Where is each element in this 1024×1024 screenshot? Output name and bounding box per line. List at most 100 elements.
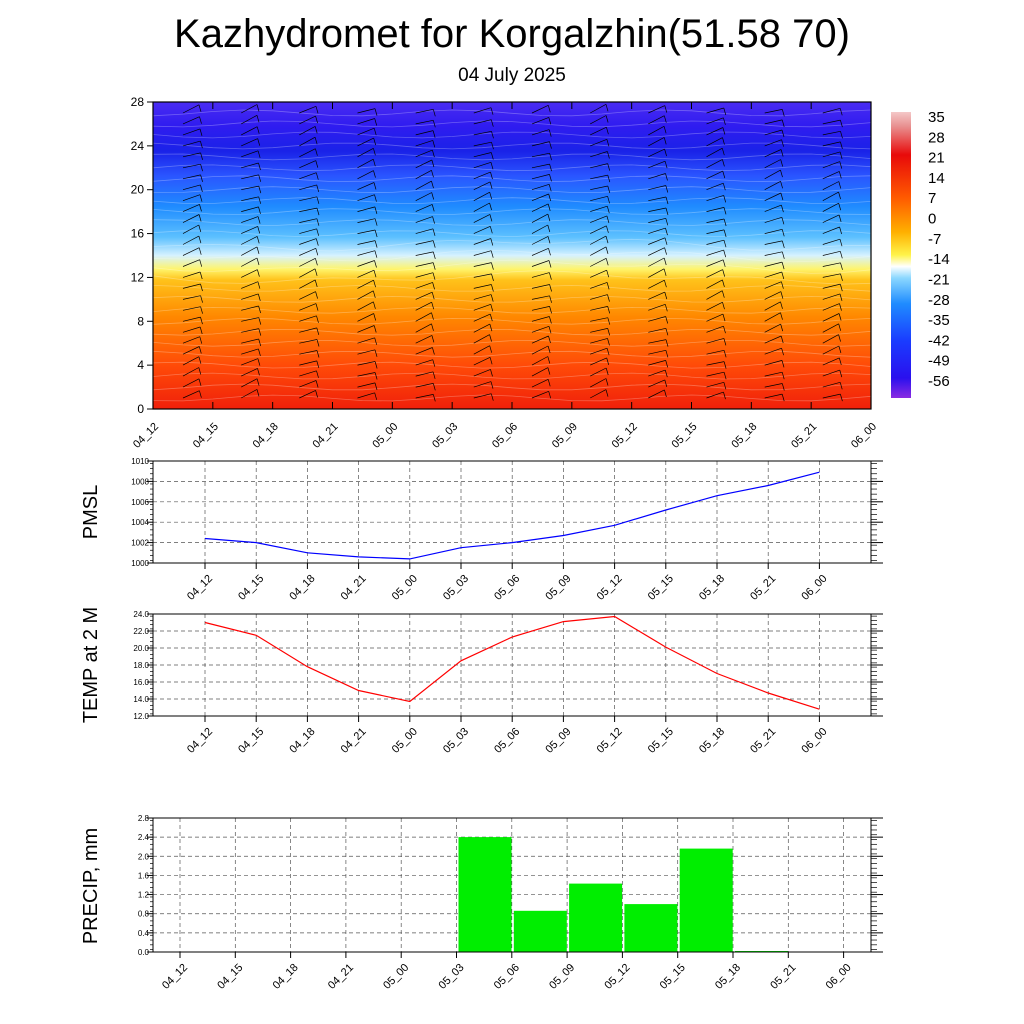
precip-x-tick-label: 05_12 [602,962,632,992]
heatmap-x-tick-label: 04_21 [311,421,341,451]
wind-barb-flag [838,313,842,321]
wind-barb [299,172,317,180]
wind-barb-flag [257,150,261,158]
wind-barb [357,279,374,289]
wind-barb-flag [839,382,843,390]
wind-barb-flag [432,109,436,117]
wind-barb-flag [606,282,610,290]
heatmap-contour-line [152,317,872,325]
wind-barb-flag [490,162,494,170]
wind-barb [706,371,725,377]
wind-barb [706,218,725,223]
colorbar-label: -35 [928,312,950,329]
wind-barb-flag [490,238,494,246]
wind-barb-flag [256,104,260,112]
wind-barb-flag [547,214,551,222]
wind-barb-flag [664,379,668,387]
wind-barb [822,303,840,311]
wind-barb [822,141,841,147]
wind-barb [764,347,782,355]
wind-barb-flag [665,207,669,216]
wind-barb [648,217,666,223]
wind-barb-flag [491,273,494,281]
wind-barb-flag [781,129,785,138]
wind-barb [822,334,839,344]
wind-barb [590,185,608,191]
temp-y-tick-label: 22.0 [133,627,149,636]
wind-barb [473,141,492,147]
wind-barb-flag [489,357,493,365]
pmsl-grid [153,460,871,564]
wind-barb-flag [606,270,610,278]
wind-barb [357,118,375,125]
pmsl-y-tick-label: 1010 [131,457,149,466]
precip-bar [569,883,623,952]
wind-barb-flag [665,328,669,336]
wind-barb-flag [374,382,378,390]
wind-barb-flag [663,257,667,266]
heatmap-x-tick-label: 06_00 [849,421,879,451]
wind-barb-flag [200,317,203,325]
wind-barb-flag [663,126,667,134]
wind-barb [299,339,318,344]
wind-barb-flag [199,128,203,136]
wind-barb [531,325,550,333]
wind-barb-flag [547,356,551,364]
wind-barb-flag [664,370,668,378]
wind-barb-flag [256,115,260,123]
wind-barb [299,207,318,212]
wind-barb-flag [607,317,611,325]
wind-barb-flag [664,105,668,113]
wind-barb [415,272,434,278]
wind-barb [415,169,432,180]
wind-barb [648,379,665,388]
wind-barb-flag [374,372,378,380]
wind-barb-flag [607,306,611,314]
wind-barb [473,191,490,202]
wind-barb [241,317,259,322]
wind-barb [822,238,841,245]
wind-barb-flag [490,172,493,180]
wind-barb-flag [605,104,609,112]
heatmap-field [153,102,871,409]
heatmap-contour-line [152,295,872,303]
wind-barb [241,328,259,333]
heatmap-contour-line [152,142,872,150]
heatmap-contour-line [152,306,872,314]
wind-barb [590,347,608,355]
wind-barb [182,104,200,114]
wind-barb [648,257,665,267]
wind-barb-flag [665,185,669,193]
wind-barb [357,240,376,245]
wind-barb [531,295,550,300]
wind-barb [241,358,259,366]
precip-x-tick-label: 04_18 [271,962,301,992]
wind-barb [648,105,665,114]
wind-barb-flag [489,334,492,342]
wind-barb-flag [432,347,435,355]
wind-barb [357,325,375,333]
wind-barb [531,152,550,158]
heatmap-contour-line [152,230,872,238]
heatmap-x-tick-label: 05_09 [550,421,580,451]
wind-barb [182,204,200,212]
wind-barb-flag [314,126,318,134]
precipitation-chart: PRECIP, mm 0.0 0.4 0.8 1.2 1.6 2.0 2.4 2.8 04_12… [80,814,883,992]
wind-barb-flag [723,372,727,380]
wind-barb-flag [431,192,435,200]
precip-x-tick-label: 05_06 [492,962,522,992]
temp-x-tick-label: 05_15 [646,726,676,756]
wind-barb-flag [316,315,319,323]
wind-barb-flag [839,151,843,159]
precip-bar [679,848,733,952]
wind-barb [299,148,316,158]
wind-barb [415,119,434,125]
heatmap-contour-line [152,175,872,183]
wind-barb [473,273,492,278]
heatmap-y-tick-label: 24 [131,139,145,153]
heatmap-contour-line [152,372,872,380]
wind-barb [590,317,608,322]
pmsl-x-tick-label: 05_21 [748,573,778,603]
wind-barb-flag [664,389,667,397]
wind-barb [531,260,550,267]
